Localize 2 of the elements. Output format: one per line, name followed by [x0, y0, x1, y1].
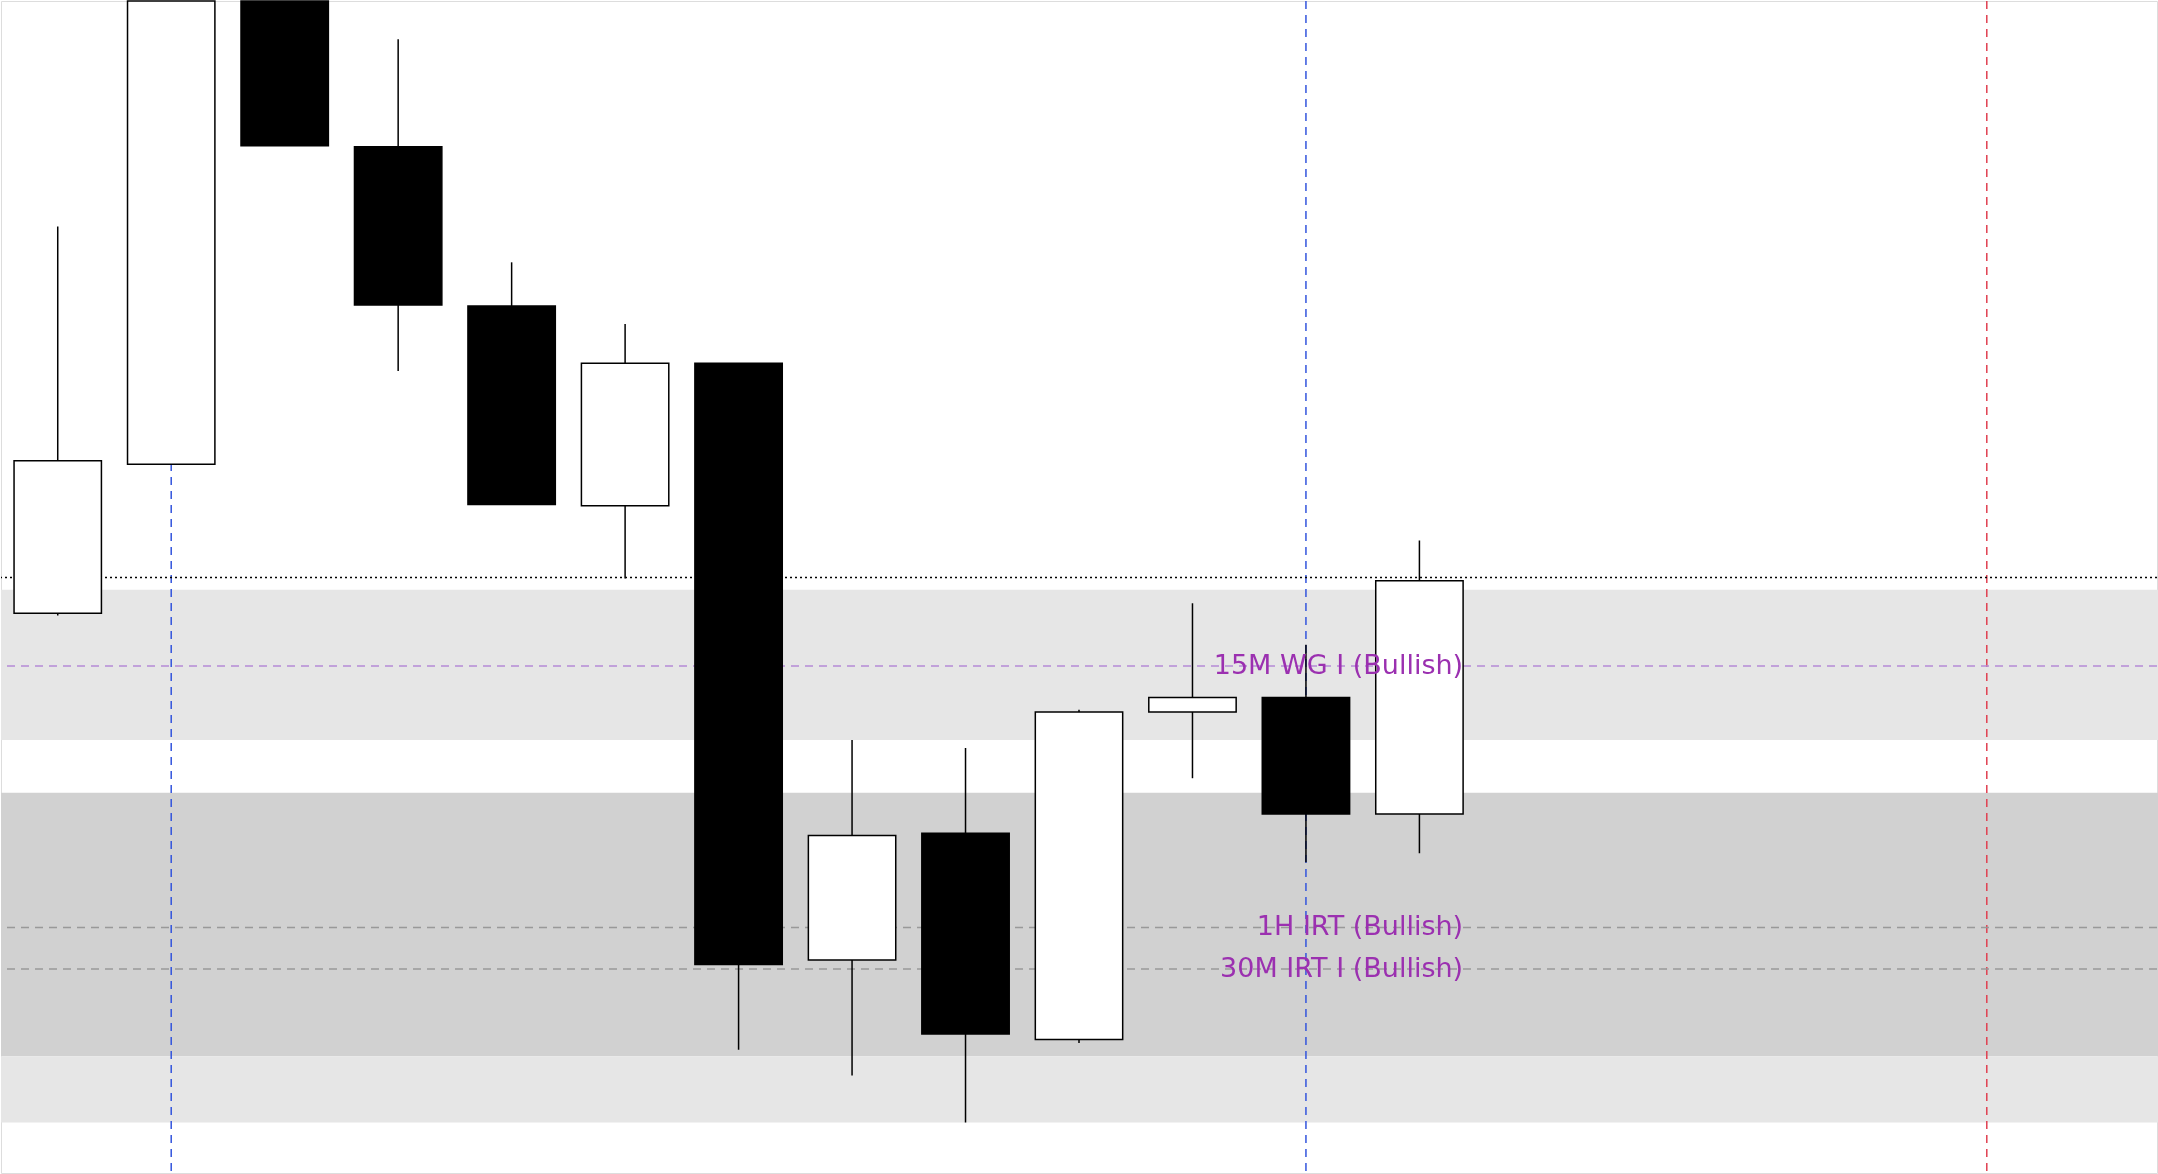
ref-line-label: 1H IRT (Bullish)	[1256, 910, 1464, 942]
ref-line-label: 30M IRT I (Bullish)	[1220, 951, 1464, 983]
